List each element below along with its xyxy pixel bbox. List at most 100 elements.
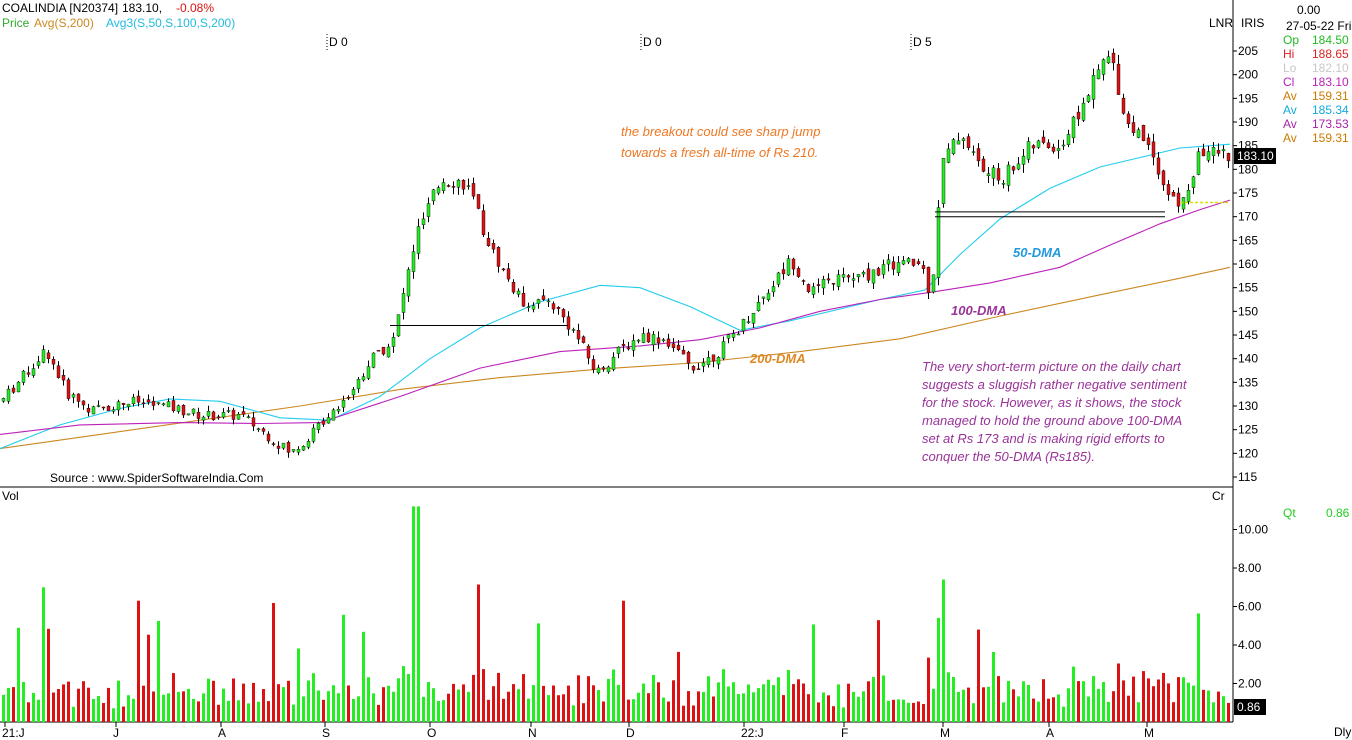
candle-body [616,346,621,354]
candle-body [551,303,556,310]
candle-body [741,319,746,332]
candle-body [1,398,6,402]
candle-body [631,340,636,351]
volume-bar [1097,688,1100,722]
candle-body [1191,176,1196,188]
volume-bar [242,683,245,722]
volume-bar [627,699,630,722]
volume-bar [927,657,930,722]
candle-body [886,259,891,265]
candle-body [881,264,886,275]
volume-bar [837,684,840,722]
candle-body [786,258,791,276]
volume-bar [667,701,670,722]
volume-bar [732,682,735,722]
candle-body [351,389,356,396]
candle-body [36,361,41,366]
candle-body [1216,149,1221,154]
candle-body [556,307,561,309]
candle-body [561,309,566,318]
candle-body [246,416,251,418]
candle-body [666,338,671,347]
volume-bar [1082,681,1085,722]
volume-bar [497,672,500,722]
volume-bar [707,676,710,722]
candle-body [1056,148,1061,151]
volume-bar [457,689,460,722]
note-line-4: set at Rs 173 and is making rigid effort… [922,431,1165,446]
volume-bar [277,684,280,722]
candle-body [576,330,581,340]
ohlc-value-0: 184.50 [1312,33,1349,47]
candle-body [1066,134,1071,145]
volume-bar [367,677,370,722]
candle-body [971,151,976,153]
volume-bar [952,677,955,722]
volume-bar [607,678,610,722]
iris-label: IRIS [1241,16,1264,30]
volume-bar [472,674,475,722]
candle-body [461,179,466,190]
legend-avg3: Avg3(S,50,S,100,S,200) [106,16,235,30]
candle-body [1076,111,1081,120]
candle-body [1196,151,1201,175]
volume-bar [422,696,425,722]
candle-body [1051,146,1056,152]
candle-body [331,409,336,421]
vol-tick-label-3: 8.00 [1238,561,1262,575]
volume-bar [197,701,200,722]
candle-body [441,182,446,191]
breakout-text-line1: the breakout could see sharp jump [621,124,820,139]
candle-body [866,268,871,281]
month-label-6: D [626,726,635,740]
candle-body [81,400,86,406]
volume-bar [652,675,655,722]
volume-bar [1087,696,1090,722]
candle-body [196,411,201,419]
volume-bar [617,684,620,722]
candle-body [936,207,941,278]
volume-bar [527,698,530,722]
candle-body [606,366,611,373]
candle-body [796,268,801,277]
volume-bar [57,689,60,722]
candle-body [401,293,406,313]
volume-bar [187,688,190,722]
candle-body [1081,102,1086,121]
volume-bar [1152,686,1155,722]
volume-bar [792,684,795,722]
candle-body [181,405,186,416]
candle-body [491,242,496,250]
candle-body [871,269,876,284]
volume-bar [817,702,820,722]
candle-body [271,443,276,445]
candle-body [701,362,706,367]
candle-body [11,387,16,393]
candle-body [1166,184,1171,195]
dma200-label: 200-DMA [749,351,806,366]
vol-tick-label-4: 10.00 [1238,523,1268,537]
candle-body [781,269,786,275]
volume-bar [507,691,510,722]
volume-bar [502,698,505,722]
candle-body [906,258,911,263]
candle-body [161,403,166,406]
volume-bar [917,701,920,722]
dma100-label: 100-DMA [951,303,1007,318]
price-tick-label-18: 205 [1238,44,1258,58]
candle-body [31,368,36,376]
candle-body [1006,164,1011,186]
candle-body [591,359,596,370]
candle-body [301,446,306,451]
candle-body [1086,95,1091,102]
candle-body [1186,189,1191,202]
volume-bar [207,678,210,722]
volume-bar [482,669,485,722]
candle-body [511,282,516,293]
volume-bar [657,682,660,722]
volume-bar [182,691,185,722]
volume-bar [822,692,825,722]
volume-bar [467,691,470,722]
candle-body [326,417,331,424]
volume-bar [517,689,520,722]
